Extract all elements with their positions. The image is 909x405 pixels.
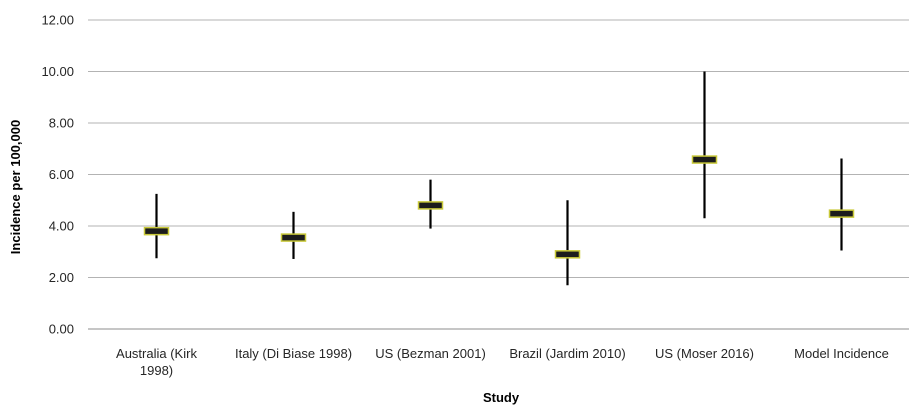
mean-marker (417, 201, 444, 210)
y-tick-label: 8.00 (49, 116, 74, 131)
x-category-label: Brazil (Jardim 2010) (509, 346, 625, 361)
x-category-label: Model Incidence (794, 346, 889, 361)
mean-marker (554, 250, 581, 259)
error-bars (143, 71, 855, 286)
x-category-label: Australia (Kirk (116, 346, 197, 361)
x-category-label: Italy (Di Biase 1998) (235, 346, 352, 361)
x-category-label: US (Bezman 2001) (375, 346, 486, 361)
grid-lines (88, 19, 909, 330)
mean-marker (143, 226, 170, 236)
mean-marker (828, 209, 855, 218)
y-tick-label: 0.00 (49, 322, 74, 337)
x-axis-title: Study (483, 390, 520, 405)
x-category-label: 1998) (140, 363, 173, 378)
mean-marker (280, 233, 307, 242)
y-axis-title: Incidence per 100,000 (8, 120, 23, 254)
x-category-labels: Australia (Kirk 1998) Italy (Di Biase 1998… (116, 346, 889, 378)
mean-marker (691, 155, 718, 164)
y-tick-label: 6.00 (49, 167, 74, 182)
y-tick-label: 4.00 (49, 219, 74, 234)
x-category-label: US (Moser 2016) (655, 346, 754, 361)
y-tick-label: 12.00 (41, 13, 74, 28)
y-tick-label: 2.00 (49, 270, 74, 285)
y-tick-labels: 0.00 2.00 4.00 6.00 8.00 10.00 12.00 (41, 13, 74, 337)
y-tick-label: 10.00 (41, 64, 74, 79)
